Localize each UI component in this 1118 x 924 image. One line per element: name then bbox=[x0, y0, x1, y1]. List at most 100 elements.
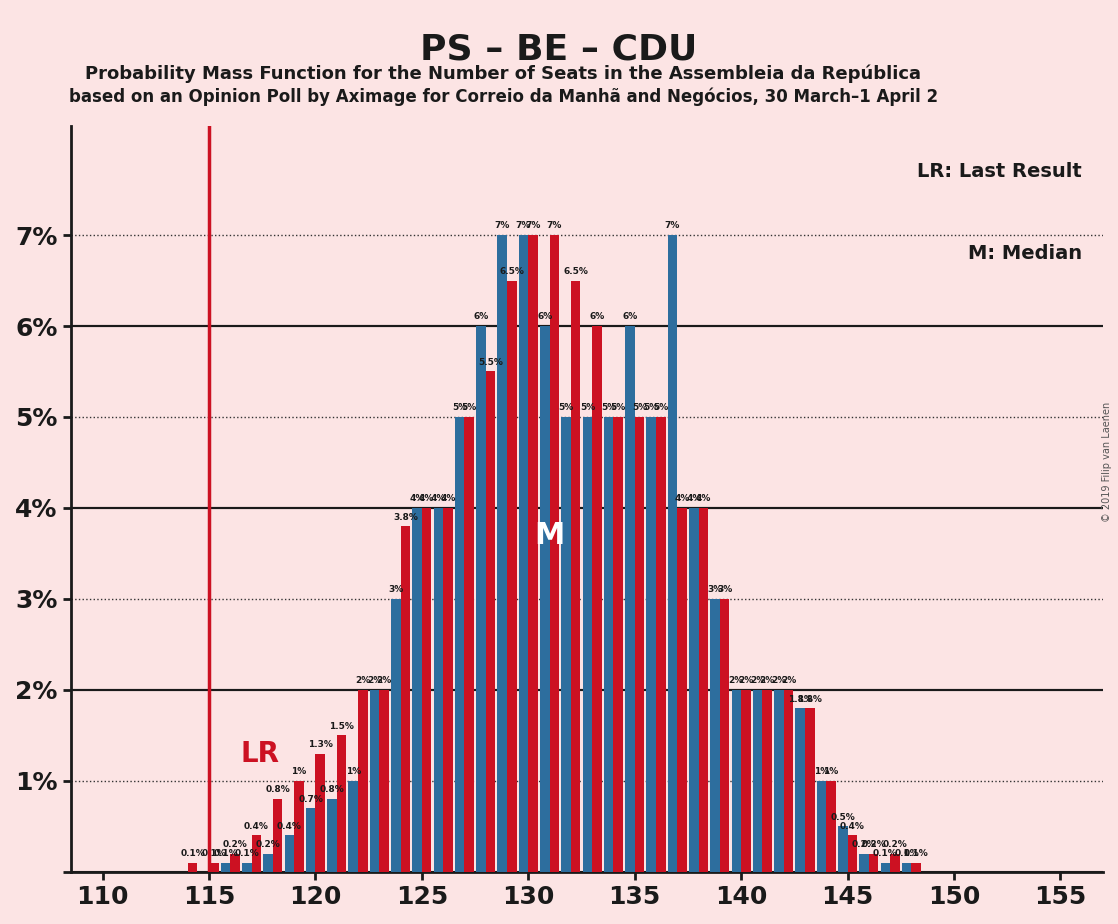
Bar bbox=[699, 508, 708, 872]
Text: 0.1%: 0.1% bbox=[214, 849, 238, 858]
Text: 4%: 4% bbox=[409, 494, 425, 504]
Bar bbox=[869, 854, 879, 872]
Bar bbox=[571, 281, 580, 872]
Bar bbox=[264, 854, 273, 872]
Bar bbox=[826, 781, 836, 872]
Text: 7%: 7% bbox=[515, 222, 531, 230]
Bar bbox=[593, 326, 601, 872]
Bar bbox=[241, 863, 252, 872]
Bar bbox=[689, 508, 699, 872]
Text: 4%: 4% bbox=[430, 494, 446, 504]
Text: 0.2%: 0.2% bbox=[852, 840, 877, 849]
Text: 5.5%: 5.5% bbox=[479, 358, 503, 367]
Bar bbox=[529, 235, 538, 872]
Bar bbox=[328, 799, 337, 872]
Text: 4%: 4% bbox=[686, 494, 701, 504]
Text: 0.2%: 0.2% bbox=[222, 840, 247, 849]
Text: 0.2%: 0.2% bbox=[861, 840, 887, 849]
Text: LR: Last Result: LR: Last Result bbox=[917, 162, 1082, 181]
Bar bbox=[902, 863, 911, 872]
Text: 1%: 1% bbox=[814, 767, 830, 776]
Text: 5%: 5% bbox=[452, 404, 467, 412]
Text: 4%: 4% bbox=[695, 494, 711, 504]
Text: 0.4%: 0.4% bbox=[840, 821, 865, 831]
Bar bbox=[881, 863, 890, 872]
Text: 3.8%: 3.8% bbox=[392, 513, 418, 521]
Text: 4%: 4% bbox=[674, 494, 690, 504]
Text: 0.8%: 0.8% bbox=[320, 785, 344, 795]
Text: 5%: 5% bbox=[632, 404, 647, 412]
Bar bbox=[550, 235, 559, 872]
Text: M: Median: M: Median bbox=[967, 244, 1082, 262]
Text: 3%: 3% bbox=[388, 586, 404, 594]
Text: 6%: 6% bbox=[623, 312, 637, 322]
Text: 0.1%: 0.1% bbox=[180, 849, 205, 858]
Text: 7%: 7% bbox=[525, 222, 541, 230]
Text: 1.8%: 1.8% bbox=[788, 695, 813, 703]
Text: 1%: 1% bbox=[345, 767, 361, 776]
Bar bbox=[625, 326, 635, 872]
Bar bbox=[656, 417, 665, 872]
Bar bbox=[847, 835, 858, 872]
Text: 1.8%: 1.8% bbox=[797, 695, 822, 703]
Text: 0.1%: 0.1% bbox=[235, 849, 259, 858]
Bar bbox=[762, 690, 773, 872]
Bar bbox=[720, 599, 729, 872]
Text: 7%: 7% bbox=[547, 222, 562, 230]
Bar bbox=[455, 417, 464, 872]
Text: LR: LR bbox=[241, 739, 280, 768]
Text: 1.3%: 1.3% bbox=[307, 740, 333, 749]
Text: 0.5%: 0.5% bbox=[831, 813, 855, 821]
Text: 2%: 2% bbox=[759, 676, 775, 686]
Bar bbox=[561, 417, 571, 872]
Text: 0.8%: 0.8% bbox=[265, 785, 290, 795]
Text: 0.1%: 0.1% bbox=[873, 849, 898, 858]
Text: 5%: 5% bbox=[601, 404, 616, 412]
Bar bbox=[838, 826, 847, 872]
Text: 0.1%: 0.1% bbox=[894, 849, 919, 858]
Text: 0.1%: 0.1% bbox=[903, 849, 929, 858]
Text: 0.7%: 0.7% bbox=[299, 795, 323, 804]
Bar bbox=[774, 690, 784, 872]
Bar bbox=[421, 508, 432, 872]
Bar bbox=[667, 235, 678, 872]
Text: 1%: 1% bbox=[292, 767, 306, 776]
Bar bbox=[860, 854, 869, 872]
Text: 2%: 2% bbox=[729, 676, 743, 686]
Bar bbox=[337, 736, 347, 872]
Bar bbox=[784, 690, 794, 872]
Bar bbox=[710, 599, 720, 872]
Text: 2%: 2% bbox=[780, 676, 796, 686]
Bar bbox=[391, 599, 400, 872]
Bar bbox=[911, 863, 921, 872]
Text: 2%: 2% bbox=[356, 676, 370, 686]
Text: 4%: 4% bbox=[440, 494, 456, 504]
Text: 5%: 5% bbox=[559, 404, 574, 412]
Text: © 2019 Filip van Laenen: © 2019 Filip van Laenen bbox=[1102, 402, 1112, 522]
Text: 3%: 3% bbox=[708, 586, 722, 594]
Bar bbox=[890, 854, 900, 872]
Bar bbox=[508, 281, 517, 872]
Text: 6.5%: 6.5% bbox=[563, 267, 588, 276]
Bar bbox=[294, 781, 304, 872]
Text: 0.4%: 0.4% bbox=[244, 821, 268, 831]
Bar bbox=[582, 417, 593, 872]
Bar bbox=[476, 326, 485, 872]
Text: 2%: 2% bbox=[771, 676, 787, 686]
Bar bbox=[349, 781, 358, 872]
Bar bbox=[614, 417, 623, 872]
Text: 1.5%: 1.5% bbox=[329, 722, 354, 731]
Text: Probability Mass Function for the Number of Seats in the Assembleia da República: Probability Mass Function for the Number… bbox=[85, 65, 921, 83]
Text: 2%: 2% bbox=[738, 676, 754, 686]
Text: 5%: 5% bbox=[580, 404, 595, 412]
Bar bbox=[230, 854, 240, 872]
Bar bbox=[795, 708, 805, 872]
Bar bbox=[635, 417, 644, 872]
Text: 0.1%: 0.1% bbox=[201, 849, 226, 858]
Bar bbox=[805, 708, 815, 872]
Bar bbox=[413, 508, 421, 872]
Bar bbox=[273, 799, 283, 872]
Bar bbox=[188, 863, 198, 872]
Bar bbox=[379, 690, 389, 872]
Bar bbox=[220, 863, 230, 872]
